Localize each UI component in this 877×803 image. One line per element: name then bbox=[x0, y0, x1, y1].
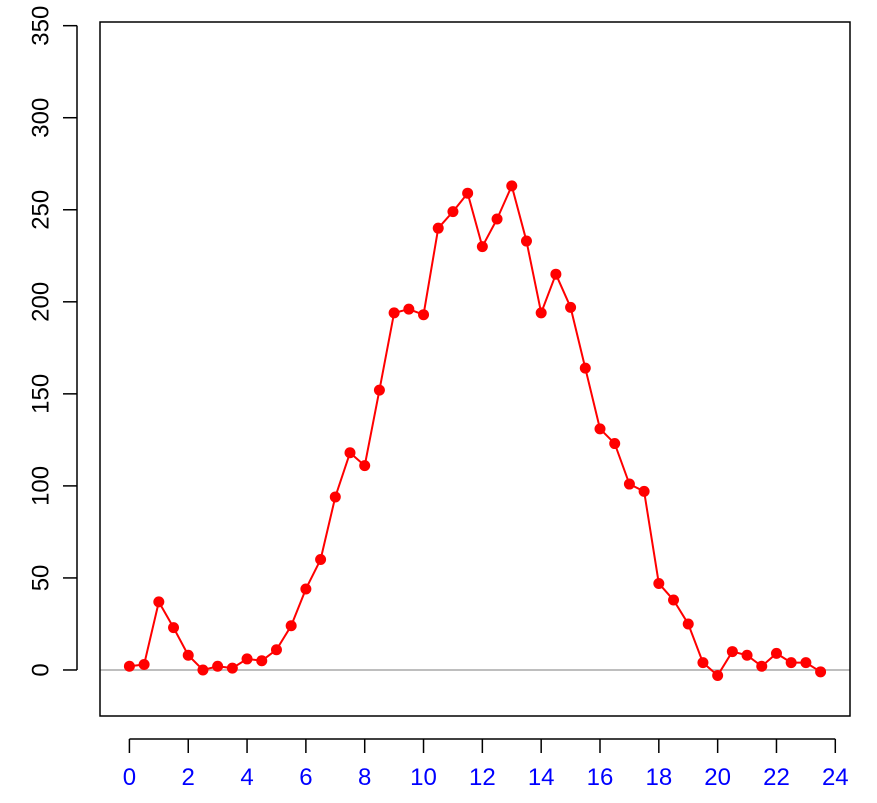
x-tick-label: 2 bbox=[182, 764, 195, 791]
data-point bbox=[270, 644, 282, 656]
data-point bbox=[712, 670, 724, 682]
y-axis: 0 50 100 150 200 250 300 350 bbox=[27, 6, 78, 677]
y-tick-label: 200 bbox=[27, 282, 54, 322]
series-layer bbox=[123, 180, 827, 682]
data-point bbox=[153, 596, 165, 608]
data-point bbox=[212, 660, 224, 672]
data-point bbox=[315, 554, 327, 566]
y-tick-label: 300 bbox=[27, 98, 54, 138]
data-point bbox=[623, 478, 635, 490]
data-point bbox=[770, 647, 782, 659]
data-point bbox=[373, 384, 385, 396]
data-point bbox=[329, 491, 341, 503]
data-point bbox=[726, 646, 738, 658]
data-point bbox=[462, 187, 474, 199]
y-tick-label: 50 bbox=[27, 565, 54, 592]
y-tick-label: 150 bbox=[27, 374, 54, 414]
data-point bbox=[403, 303, 415, 315]
x-tick-label: 6 bbox=[299, 764, 312, 791]
x-tick-label: 14 bbox=[528, 764, 555, 791]
data-point bbox=[447, 206, 459, 218]
data-point bbox=[579, 362, 591, 374]
data-point bbox=[506, 180, 518, 192]
data-point bbox=[785, 657, 797, 669]
data-point bbox=[609, 438, 621, 450]
data-point bbox=[565, 301, 577, 313]
x-tick-label: 4 bbox=[240, 764, 253, 791]
data-point bbox=[638, 485, 650, 497]
x-axis: 0 2 4 6 8 10 12 14 16 18 20 22 24 bbox=[123, 738, 849, 791]
data-point bbox=[123, 660, 135, 672]
y-tick-label: 0 bbox=[27, 663, 54, 676]
data-point bbox=[300, 583, 312, 595]
data-point bbox=[226, 662, 238, 674]
data-point bbox=[168, 622, 180, 634]
x-tick-label: 12 bbox=[469, 764, 496, 791]
y-tick-label: 250 bbox=[27, 190, 54, 230]
data-point bbox=[520, 235, 532, 247]
data-point bbox=[550, 268, 562, 280]
data-point bbox=[594, 423, 606, 435]
data-point bbox=[241, 653, 253, 665]
x-tick-label: 0 bbox=[123, 764, 136, 791]
x-tick-label: 22 bbox=[763, 764, 790, 791]
data-point bbox=[388, 307, 400, 319]
data-point bbox=[815, 666, 827, 678]
data-point bbox=[432, 222, 444, 234]
y-tick-label: 100 bbox=[27, 466, 54, 506]
data-point bbox=[344, 447, 356, 459]
plot-area-border bbox=[99, 21, 851, 717]
data-point bbox=[697, 657, 709, 669]
y-tick-label: 350 bbox=[27, 6, 54, 46]
data-point bbox=[535, 307, 547, 319]
data-point bbox=[668, 594, 680, 606]
data-point bbox=[476, 241, 488, 253]
data-point bbox=[653, 577, 665, 589]
data-point bbox=[182, 649, 194, 661]
x-tick-label: 10 bbox=[410, 764, 437, 791]
x-tick-label: 18 bbox=[645, 764, 672, 791]
data-point bbox=[285, 620, 297, 632]
x-tick-label: 24 bbox=[822, 764, 849, 791]
data-point bbox=[197, 664, 209, 676]
x-tick-label: 20 bbox=[704, 764, 731, 791]
x-tick-label: 8 bbox=[358, 764, 371, 791]
data-point bbox=[682, 618, 694, 630]
data-point bbox=[418, 309, 430, 321]
data-point bbox=[138, 658, 150, 670]
data-point bbox=[491, 213, 503, 225]
data-point bbox=[359, 460, 371, 472]
data-point bbox=[800, 657, 812, 669]
data-point bbox=[256, 655, 268, 667]
x-tick-label: 16 bbox=[587, 764, 614, 791]
data-point bbox=[741, 649, 753, 661]
data-point bbox=[756, 660, 768, 672]
